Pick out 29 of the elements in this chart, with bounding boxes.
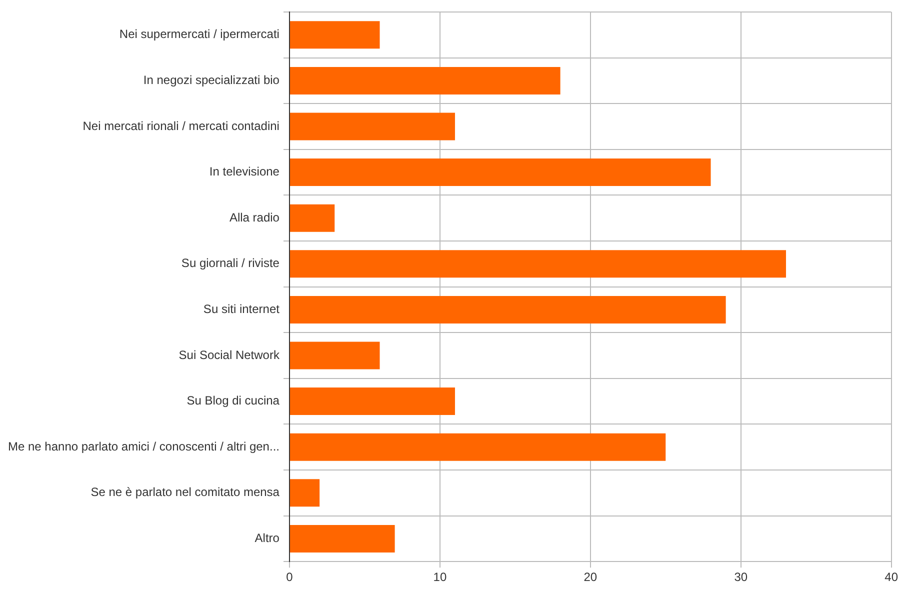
y-tick-label: In negozi specializzati bio [143,73,280,88]
y-tick-label: Nei mercati rionali / mercati contadini [82,118,280,133]
y-tick-label: Altro [254,531,280,546]
x-tick-label: 20 [584,570,598,584]
y-tick-label: Su giornali / riviste [181,256,280,270]
y-tick-label: Se ne è parlato nel comitato mensa [90,485,280,500]
y-tick-label: Me ne hanno parlato amici / conoscenti / altri gen... [8,439,280,454]
bar [290,524,395,552]
bar [290,204,335,232]
bar [290,342,380,370]
y-tick-label: Alla radio [229,210,280,224]
x-tick-label: 10 [433,570,447,584]
y-tick-label: Su Blog di cucina [186,394,280,408]
bar [290,388,455,416]
x-tick-label: 0 [286,570,294,584]
bar [290,250,786,278]
bar [290,66,560,94]
y-tick-label: Nei supermercati / ipermercati [119,27,280,42]
bar [290,21,380,49]
y-tick-label: Su siti internet [203,302,280,316]
y-tick-label: Sui Social Network [178,348,280,362]
x-tick-label: 30 [734,570,748,584]
bar [290,479,320,507]
bar [290,296,726,324]
bar [290,433,666,461]
bar [290,158,711,186]
y-tick-label: In televisione [209,164,280,179]
bar [290,112,455,140]
x-tick-label: 40 [884,570,898,584]
